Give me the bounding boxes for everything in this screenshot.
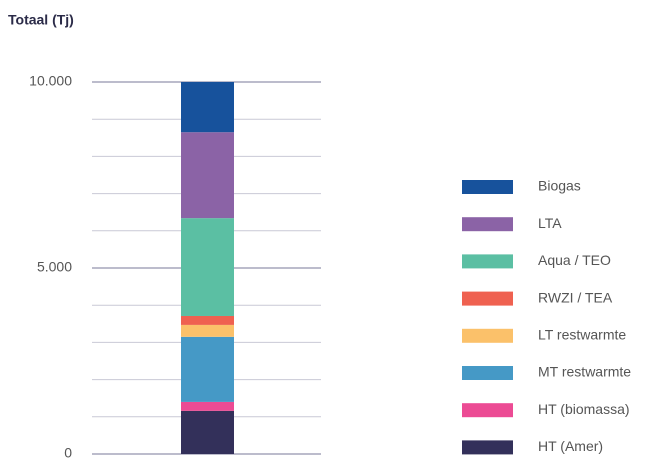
- legend-swatch: [462, 440, 513, 455]
- bar-segment: [181, 410, 234, 454]
- legend-swatch: [462, 254, 513, 269]
- legend-swatch: [462, 180, 513, 194]
- legend-label: Aqua / TEO: [538, 252, 611, 268]
- legend-label: LT restwarmte: [538, 327, 626, 343]
- legend-swatch: [462, 217, 513, 232]
- y-tick-label: 5.000: [37, 259, 72, 275]
- y-tick-label: 10.000: [29, 73, 72, 89]
- bar-segment: [181, 315, 234, 325]
- bar-segment: [181, 82, 234, 133]
- legend-swatch: [462, 366, 513, 380]
- legend-label: HT (biomassa): [538, 401, 630, 417]
- bar-segment: [181, 336, 234, 402]
- bar-segment: [181, 324, 234, 337]
- bar-segment: [181, 401, 234, 411]
- legend-label: MT restwarmte: [538, 364, 631, 380]
- legend-label: RWZI / TEA: [538, 289, 613, 305]
- legend-swatch: [462, 403, 513, 418]
- bar-segment: [181, 132, 234, 219]
- legend-label: Biogas: [538, 178, 581, 194]
- bar-segment: [181, 218, 234, 316]
- legend-swatch: [462, 328, 513, 343]
- legend-swatch: [462, 291, 513, 306]
- legend-label: LTA: [538, 215, 562, 231]
- chart-title: Totaal (Tj): [8, 12, 74, 28]
- y-tick-label: 0: [64, 445, 72, 461]
- legend-label: HT (Amer): [538, 438, 603, 454]
